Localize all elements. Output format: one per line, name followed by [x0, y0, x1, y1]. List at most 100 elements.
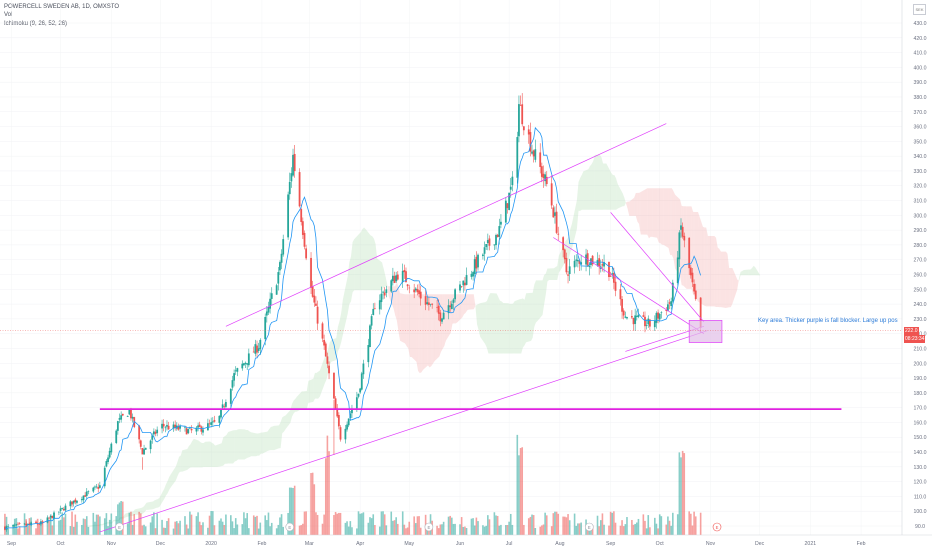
candle-body: [550, 183, 553, 206]
volume-bar: [578, 523, 581, 535]
cloud-segment: [87, 525, 90, 527]
cloud-segment: [576, 182, 579, 230]
price-tick-label: 230.0: [914, 317, 927, 323]
cloud-segment: [727, 253, 730, 308]
volume-bar: [460, 517, 463, 535]
volume-bar: [202, 522, 204, 535]
volume-bar: [344, 522, 347, 535]
price-tick-label: 210.0: [914, 346, 927, 352]
cloud-segment: [616, 178, 618, 210]
cloud-segment: [663, 188, 669, 248]
volume-bar: [315, 512, 317, 535]
cloud-segment: [359, 232, 361, 291]
volume-bar: [465, 527, 468, 535]
candle-body: [190, 428, 193, 431]
candle-body: [301, 221, 304, 235]
cloud-segment: [580, 174, 582, 211]
earnings-marker-label: E: [118, 525, 121, 530]
volume-bar: [452, 523, 455, 535]
volume-bar: [555, 511, 558, 535]
volume-bar: [69, 526, 72, 535]
volume-bar: [282, 526, 285, 535]
time-tick-label: Mar: [305, 541, 314, 547]
volume-bar: [58, 520, 60, 535]
cloud-segment: [175, 461, 178, 481]
volume-bar: [141, 525, 144, 535]
cloud-segment: [385, 275, 387, 287]
volume-bar: [310, 473, 312, 535]
volume-bar: [518, 455, 520, 535]
volume-bar: [367, 522, 370, 535]
cloud-segment: [589, 164, 592, 210]
volume-bar: [552, 513, 555, 535]
candle-body: [95, 486, 98, 488]
candle-body: [7, 525, 10, 527]
cloud-segment: [709, 235, 715, 307]
volume-bar: [225, 514, 227, 535]
candle-body: [41, 521, 44, 523]
cloud-segment: [372, 236, 374, 291]
cloud-segment: [167, 476, 170, 494]
cloud-segment: [696, 212, 699, 302]
cloud-segment: [738, 271, 741, 282]
scale-currency-label[interactable]: SEK: [913, 4, 926, 15]
cloud-segment: [164, 484, 166, 499]
candle-body: [436, 307, 438, 308]
volume-bar: [392, 520, 394, 535]
cloud-segment: [627, 201, 630, 216]
cloud-segment: [370, 235, 373, 291]
candle-body: [69, 501, 72, 507]
volume-bar: [133, 514, 136, 535]
volume-bar: [156, 513, 158, 535]
cloud-segment: [131, 511, 134, 516]
legend-title: POWERCELL SWEDEN AB, 1D, OMXSTO: [4, 4, 120, 10]
candle-body: [351, 409, 353, 414]
candle-body: [464, 282, 466, 286]
candle-body: [167, 425, 170, 430]
candle-body: [138, 425, 141, 440]
volume-bar: [220, 518, 222, 535]
candle-body: [311, 286, 314, 297]
cloud-segment: [509, 303, 512, 354]
volume-bar: [550, 526, 553, 535]
cloud-segment: [526, 292, 532, 343]
candle-body: [645, 325, 648, 326]
volume-bar: [437, 528, 440, 535]
volume-bar: [63, 517, 65, 535]
candle-body: [401, 270, 404, 283]
volume-bar: [665, 524, 668, 535]
volume-bar: [632, 524, 635, 535]
volume-bar: [35, 528, 37, 535]
candle-body: [116, 421, 119, 431]
volume-bar: [82, 518, 85, 535]
time-tick-label: 2021: [805, 541, 817, 547]
cloud-segment: [698, 212, 703, 305]
cloud-segment: [601, 157, 604, 210]
price-axis[interactable]: 90.0 100.0 110.0 120.0 130.0 140.0 150.0 160.0 1…: [901, 0, 927, 535]
cloud-segment: [213, 443, 216, 467]
cloud-segment: [743, 269, 749, 276]
cloud-segment: [662, 188, 664, 245]
volume-bar: [500, 524, 502, 535]
volume-bar: [601, 513, 604, 535]
cloud-segment: [350, 242, 353, 302]
volume-bar: [51, 525, 54, 535]
candle-body: [521, 104, 524, 125]
cloud-segment: [578, 177, 581, 211]
volume-bar: [672, 512, 674, 535]
time-axis[interactable]: Sep Oct Nov Dec 2020 Feb Mar Apr May Jun Jul Aug Sep…: [0, 534, 932, 547]
cloud-segment: [377, 258, 383, 291]
candle-body: [459, 284, 461, 291]
candle-body: [660, 312, 663, 313]
candle-body: [450, 303, 453, 310]
key-area-annotation[interactable]: Key area. Thicker purple is fall blocker…: [758, 318, 898, 324]
volume-bar: [118, 502, 121, 535]
volume-bar: [347, 526, 350, 535]
candle-body: [403, 270, 406, 273]
cloud-segment: [251, 432, 257, 457]
cloud-segment: [146, 502, 148, 510]
cloud-segment: [147, 501, 153, 510]
cloud-segment: [658, 188, 661, 244]
